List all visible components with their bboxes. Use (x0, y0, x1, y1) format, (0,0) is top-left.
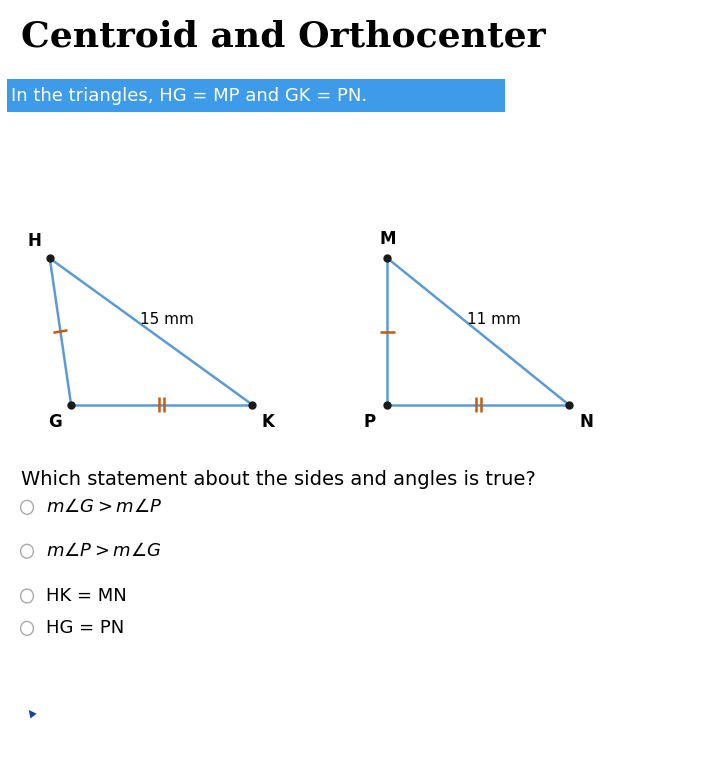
Text: P: P (363, 412, 376, 431)
Text: 15 mm: 15 mm (140, 312, 194, 328)
Text: $m\angle G > m\angle P$: $m\angle G > m\angle P$ (46, 498, 162, 517)
Text: G: G (48, 412, 63, 431)
Text: N: N (579, 412, 594, 431)
Text: M: M (379, 230, 396, 248)
Text: K: K (262, 412, 274, 431)
Text: 11 mm: 11 mm (467, 312, 521, 328)
Text: Which statement about the sides and angles is true?: Which statement about the sides and angl… (21, 470, 536, 490)
Text: Centroid and Orthocenter: Centroid and Orthocenter (21, 19, 546, 53)
Text: HG = PN: HG = PN (46, 619, 124, 638)
Text: $m\angle P > m\angle G$: $m\angle P > m\angle G$ (46, 542, 161, 561)
Text: H: H (27, 232, 41, 251)
Text: HK = MN: HK = MN (46, 587, 127, 605)
FancyBboxPatch shape (7, 79, 505, 112)
Text: In the triangles, HG = MP and GK = PN.: In the triangles, HG = MP and GK = PN. (11, 86, 367, 105)
